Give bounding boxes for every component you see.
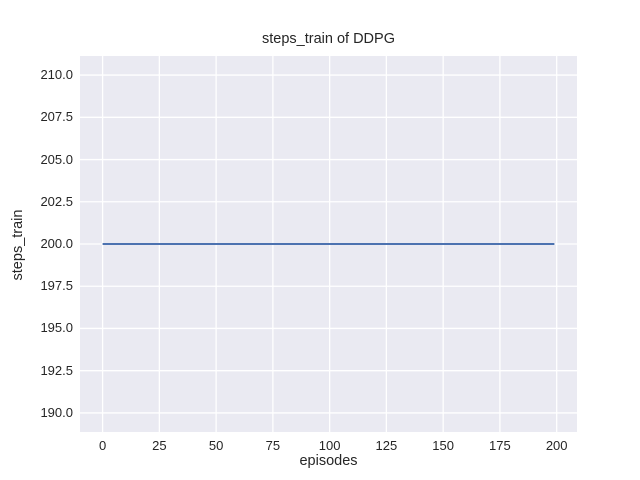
x-tick-label: 50 (208, 438, 224, 453)
plot-area (80, 56, 577, 432)
x-axis-label: episodes (299, 453, 358, 469)
x-tick-label: 75 (265, 438, 281, 453)
x-tick-label: 100 (318, 438, 341, 453)
y-tick-label: 205.0 (40, 151, 73, 167)
chart-title: steps_train of DDPG (262, 31, 395, 47)
y-tick-label: 190.0 (40, 404, 73, 420)
y-axis-label: steps_train (10, 209, 26, 281)
x-tick-label: 125 (375, 438, 398, 453)
y-tick-label: 195.0 (40, 320, 73, 336)
x-tick-label: 150 (432, 438, 454, 453)
x-tick-label: 0 (98, 438, 107, 453)
x-tick-label: 200 (545, 438, 568, 453)
x-tick-label: 175 (489, 438, 511, 453)
x-tick-label: 25 (152, 438, 167, 453)
y-tick-label: 200.0 (40, 236, 73, 251)
y-tick-label: 192.5 (40, 362, 73, 378)
y-tick-label: 197.5 (40, 278, 73, 294)
y-tick-label: 210.0 (40, 67, 73, 83)
y-tick-label: 207.5 (40, 109, 73, 125)
plot-canvas (80, 56, 577, 432)
y-tick-label: 202.5 (40, 193, 73, 209)
